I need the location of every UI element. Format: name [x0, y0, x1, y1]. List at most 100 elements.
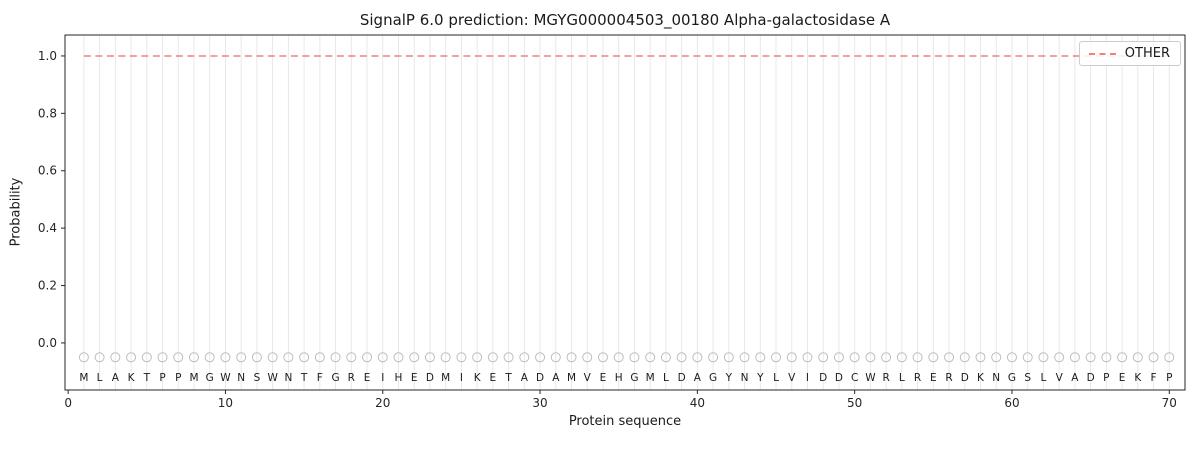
- residue-letter: R: [945, 372, 952, 384]
- residue-letter: D: [1087, 372, 1095, 384]
- residue-letter: H: [615, 372, 623, 384]
- residue-letter: V: [788, 372, 796, 384]
- residue-marker: [251, 352, 262, 363]
- residue-letter: M: [441, 372, 450, 384]
- residue-marker: [1054, 352, 1065, 363]
- residue-letter: K: [1134, 372, 1142, 384]
- residue-marker: [204, 352, 215, 363]
- residue-marker: [896, 352, 907, 363]
- residue-marker: [314, 352, 325, 363]
- residue-letter: V: [1056, 372, 1064, 384]
- residue-letter: W: [865, 372, 876, 384]
- residue-letter: M: [189, 372, 198, 384]
- residue-letter: D: [835, 372, 843, 384]
- residue-letter: W: [220, 372, 231, 384]
- residue-letter: D: [961, 372, 969, 384]
- residue-letter: P: [1103, 372, 1109, 384]
- residue-marker: [818, 352, 829, 363]
- residue-letter: M: [567, 372, 576, 384]
- residue-marker: [487, 352, 498, 363]
- residue-marker: [1069, 352, 1080, 363]
- x-axis-label: Protein sequence: [568, 414, 682, 429]
- residue-letter: R: [882, 372, 889, 384]
- residue-marker: [692, 352, 703, 363]
- residue-marker: [94, 352, 105, 363]
- residue-marker: [456, 352, 467, 363]
- residue-marker: [597, 352, 608, 363]
- residue-letter: D: [819, 372, 827, 384]
- residue-marker: [802, 352, 813, 363]
- residue-letter: V: [584, 372, 592, 384]
- y-tick-label: 0.4: [38, 221, 57, 235]
- residue-marker: [676, 352, 687, 363]
- residue-marker: [440, 352, 451, 363]
- residue-letter: I: [381, 372, 384, 384]
- x-tick-label: 10: [218, 396, 233, 410]
- residue-letter: A: [1071, 372, 1079, 384]
- residue-letter: S: [1024, 372, 1031, 384]
- residue-marker: [833, 352, 844, 363]
- residue-marker: [377, 352, 388, 363]
- residue-letter: D: [678, 372, 686, 384]
- residue-letter: E: [490, 372, 497, 384]
- x-tick-label: 70: [1162, 396, 1177, 410]
- residue-letter: T: [143, 372, 151, 384]
- residue-marker: [1038, 352, 1049, 363]
- residue-marker: [267, 352, 278, 363]
- legend-dashed-line-icon: [1088, 52, 1116, 55]
- residue-letter: P: [159, 372, 165, 384]
- residue-marker: [1132, 352, 1143, 363]
- residue-letter: G: [206, 372, 214, 384]
- residue-marker: [991, 352, 1002, 363]
- residue-letter: W: [267, 372, 278, 384]
- residue-marker: [393, 352, 404, 363]
- residue-letter: E: [600, 372, 607, 384]
- legend: OTHER: [1078, 41, 1181, 66]
- x-tick-label: 20: [375, 396, 390, 410]
- residue-marker: [220, 352, 231, 363]
- residue-marker: [613, 352, 624, 363]
- residue-marker: [975, 352, 986, 363]
- residue-marker: [236, 352, 247, 363]
- residue-marker: [535, 352, 546, 363]
- residue-marker: [959, 352, 970, 363]
- residue-letter: D: [536, 372, 544, 384]
- residue-letter: D: [426, 372, 434, 384]
- residue-marker: [566, 352, 577, 363]
- x-tick-label: 40: [690, 396, 705, 410]
- residue-letter: A: [552, 372, 560, 384]
- residue-letter: G: [630, 372, 638, 384]
- residue-letter: N: [284, 372, 292, 384]
- y-tick-label: 1.0: [38, 49, 57, 63]
- residue-marker: [739, 352, 750, 363]
- residue-marker: [126, 352, 137, 363]
- residue-marker: [110, 352, 121, 363]
- residue-letter: N: [741, 372, 749, 384]
- residue-marker: [660, 352, 671, 363]
- x-tick-label: 50: [847, 396, 862, 410]
- residue-letter: N: [237, 372, 245, 384]
- residue-letter: A: [694, 372, 702, 384]
- residue-letter: L: [899, 372, 905, 384]
- residue-marker: [708, 352, 719, 363]
- residue-marker: [1022, 352, 1033, 363]
- residue-marker: [188, 352, 199, 363]
- residue-marker: [299, 352, 310, 363]
- residue-marker: [519, 352, 530, 363]
- y-axis-label: Probability: [8, 177, 24, 247]
- residue-letter: L: [663, 372, 669, 384]
- y-tick-label: 0.8: [38, 106, 57, 120]
- residue-letter: T: [300, 372, 308, 384]
- residue-marker: [157, 352, 168, 363]
- residue-letter: P: [1166, 372, 1172, 384]
- residue-marker: [1101, 352, 1112, 363]
- residue-marker: [503, 352, 514, 363]
- residue-marker: [865, 352, 876, 363]
- residue-marker: [944, 352, 955, 363]
- residue-letter: I: [460, 372, 463, 384]
- residue-letter: G: [709, 372, 717, 384]
- x-tick-label: 30: [532, 396, 547, 410]
- residue-marker: [1148, 352, 1159, 363]
